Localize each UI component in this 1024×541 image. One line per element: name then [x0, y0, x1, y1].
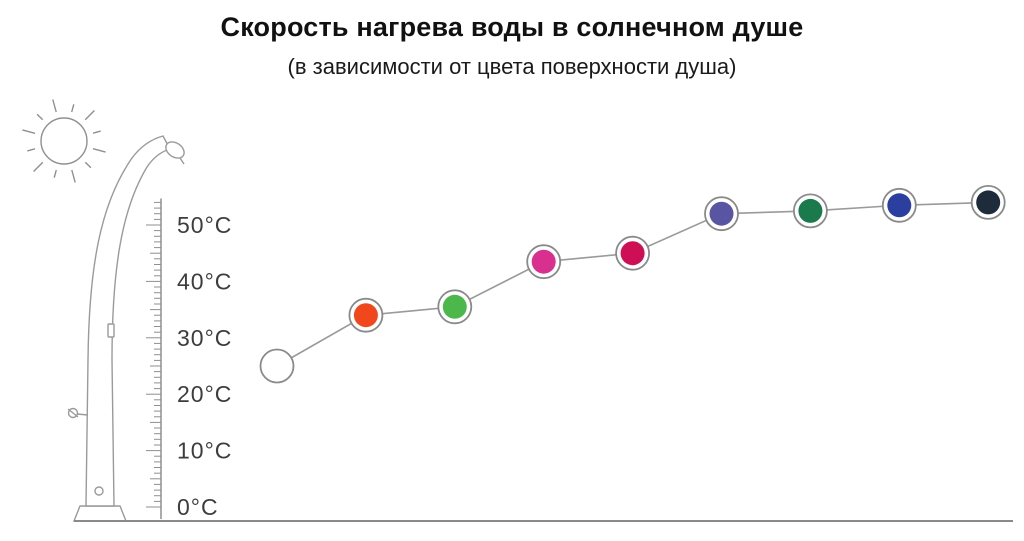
- line-chart: [259, 184, 1006, 384]
- sun-disc: [40, 117, 88, 165]
- shower-base: [72, 505, 128, 522]
- shower-button: [94, 486, 104, 496]
- data-point-crimson: [615, 235, 650, 271]
- data-point-violet: [704, 196, 739, 232]
- marker-fill: [798, 198, 823, 223]
- sun-ray: [71, 169, 76, 183]
- data-point-green: [437, 289, 473, 325]
- shower-head: [165, 141, 185, 159]
- marker-fill: [265, 354, 289, 378]
- sun-ray: [52, 99, 57, 113]
- marker-fill: [442, 294, 467, 319]
- sun-ray: [27, 148, 36, 152]
- data-point-dark-navy: [970, 184, 1006, 220]
- shower-latch: [107, 323, 115, 338]
- data-point-magenta: [526, 244, 562, 280]
- sun-ray: [33, 161, 44, 172]
- marker-fill: [620, 241, 645, 266]
- sun-ray: [36, 113, 44, 121]
- sun-icon: [22, 99, 106, 183]
- marker-fill: [887, 193, 912, 218]
- marker-fill: [976, 190, 1001, 215]
- sun-ray: [71, 104, 75, 113]
- sun-ray: [92, 148, 106, 153]
- temperature-ruler: 50°C 40°C 30°C 20°C 10°C 0°C: [146, 198, 232, 520]
- page-title: Скорость нагрева воды в солнечном душе: [220, 12, 804, 42]
- shower-tap-stem: [76, 413, 89, 416]
- sun-ray: [92, 130, 101, 134]
- sun-ray: [22, 129, 36, 134]
- data-point-white: [259, 348, 295, 384]
- axis-tick-label: 0°C: [177, 494, 219, 520]
- data-point-blue: [881, 187, 917, 223]
- marker-fill: [531, 249, 556, 274]
- marker-fill: [353, 303, 378, 328]
- axis-tick-label: 30°C: [177, 325, 232, 351]
- shower-tap-handle: [67, 408, 79, 418]
- axis-tick-label: 20°C: [177, 381, 232, 407]
- axis-tick-label: 50°C: [177, 212, 232, 238]
- series-line: [276, 201, 989, 367]
- solar-shower-icon: [67, 135, 185, 522]
- axis-tick-label: 10°C: [177, 438, 232, 464]
- marker-fill: [709, 201, 734, 226]
- shower-nozzle: [179, 157, 185, 165]
- axis-tick-label: 40°C: [177, 268, 232, 294]
- page-subtitle: (в зависимости от цвета поверхности душа…: [287, 54, 737, 79]
- sun-ray: [84, 110, 95, 121]
- data-point-orange-red: [348, 297, 384, 333]
- sun-ray: [53, 169, 57, 178]
- sun-ray: [84, 161, 92, 169]
- data-point-dark-green: [793, 193, 828, 229]
